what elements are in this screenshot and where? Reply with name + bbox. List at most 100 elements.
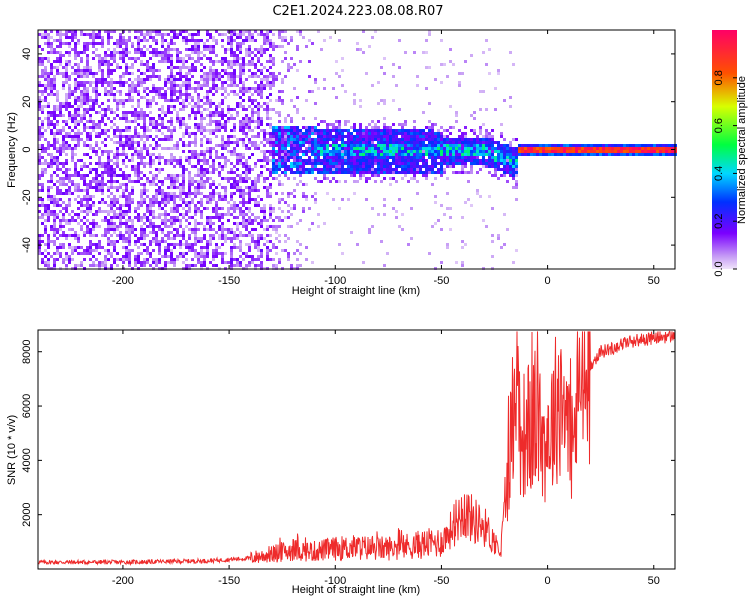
spectrogram-cell [191,150,194,153]
spectrogram-cell [86,225,89,228]
spectrogram-cell [203,252,206,255]
spectrogram-cell [110,138,113,141]
spectrogram-cell [461,150,464,153]
spectrogram-cell [179,219,182,222]
spectrogram-cell [128,141,131,144]
spectrogram-cell [107,42,110,45]
spectrogram-cell [206,72,209,75]
spectrogram-cell [125,213,128,216]
spectrogram-cell [131,231,134,234]
spectrogram-cell [113,87,116,90]
spectrogram-cell [356,168,359,171]
spectrogram-cell [221,255,224,258]
spectrogram-cell [56,168,59,171]
spectrogram-cell [260,87,263,90]
spectrogram-cell [314,138,317,141]
spectrogram-cell [41,204,44,207]
spectrogram-cell [284,141,287,144]
spectrogram-cell [194,48,197,51]
spectrogram-cell [140,48,143,51]
spectrogram-cell [413,120,416,123]
spectrogram-cell [263,132,266,135]
spectrogram-cell [104,108,107,111]
spectrogram-cell [425,162,428,165]
spectrogram-cell [242,201,245,204]
spectrogram-cell [254,63,257,66]
spectrogram-cell [287,159,290,162]
spectrogram-cell [164,48,167,51]
spectrogram-cell [152,63,155,66]
spectrogram-cell [368,168,371,171]
spectrogram-cell [167,213,170,216]
spectrogram-cell [203,228,206,231]
spectrogram-cell [170,78,173,81]
spectrogram-cell [257,258,260,261]
spectrogram-cell [503,162,506,165]
spectrogram-cell [179,225,182,228]
spectrogram-cell [215,264,218,267]
spectrogram-cell [299,150,302,153]
spectrogram-cell [95,33,98,36]
spectrogram-cell [176,216,179,219]
spectrogram-cell [203,183,206,186]
spectrogram-cell [242,141,245,144]
spectrogram-cell [368,132,371,135]
spectrogram-cell [380,141,383,144]
spectrogram-cell [449,60,452,63]
spectrogram-cell [203,246,206,249]
spectrogram-cell [293,156,296,159]
spectrogram-cell [53,204,56,207]
spectrogram-cell [98,126,101,129]
spectrogram-cell [140,114,143,117]
spectrogram-cell [386,162,389,165]
spectrogram-cell [434,144,437,147]
spectrogram-cell [203,261,206,264]
spectrogram-cell [179,90,182,93]
spectrogram-cell [272,210,275,213]
spectrogram-cell [44,207,47,210]
spectrogram-cell [389,177,392,180]
spectrogram-cell [212,120,215,123]
spectrogram-cell [371,171,374,174]
spectrogram-cell [383,72,386,75]
spectrogram-cell [182,168,185,171]
spectrogram-cell [365,153,368,156]
spectrogram-cell [104,150,107,153]
spectrogram-cell [368,153,371,156]
spectrogram-cell [104,93,107,96]
spectrogram-cell [53,159,56,162]
spectrogram-cell [494,165,497,168]
spectrogram-cell [164,51,167,54]
spectrogram-cell [488,132,491,135]
spectrogram-cell [401,153,404,156]
spectrogram-cell [314,159,317,162]
spectrogram-cell [263,186,266,189]
spectrogram-cell [113,240,116,243]
spectrogram-cell [254,201,257,204]
spectrogram-cell [293,162,296,165]
spectrogram-cell [338,150,341,153]
spectrogram-cell [416,153,419,156]
spectrogram-cell [131,228,134,231]
spectrogram-cell [215,186,218,189]
spectrogram-cell [212,168,215,171]
spectrogram-cell [221,168,224,171]
spectrogram-cell [245,114,248,117]
spectrogram-cell [284,126,287,129]
spectrogram-cell [218,219,221,222]
spectrogram-cell [50,84,53,87]
spectrogram-cell [89,258,92,261]
spectrogram-cell [257,216,260,219]
spectrogram-cell [509,51,512,54]
spectrogram-cell [179,33,182,36]
spectrogram-cell [140,126,143,129]
spectrogram-cell [152,72,155,75]
spectrogram-cell [44,150,47,153]
spectrogram-cell [389,135,392,138]
spectrogram-cell [74,237,77,240]
spectrogram-cell [71,174,74,177]
spectrogram-cell [140,63,143,66]
spectrogram-cell [155,261,158,264]
spectrogram-cell [236,180,239,183]
spectrogram-cell [245,36,248,39]
